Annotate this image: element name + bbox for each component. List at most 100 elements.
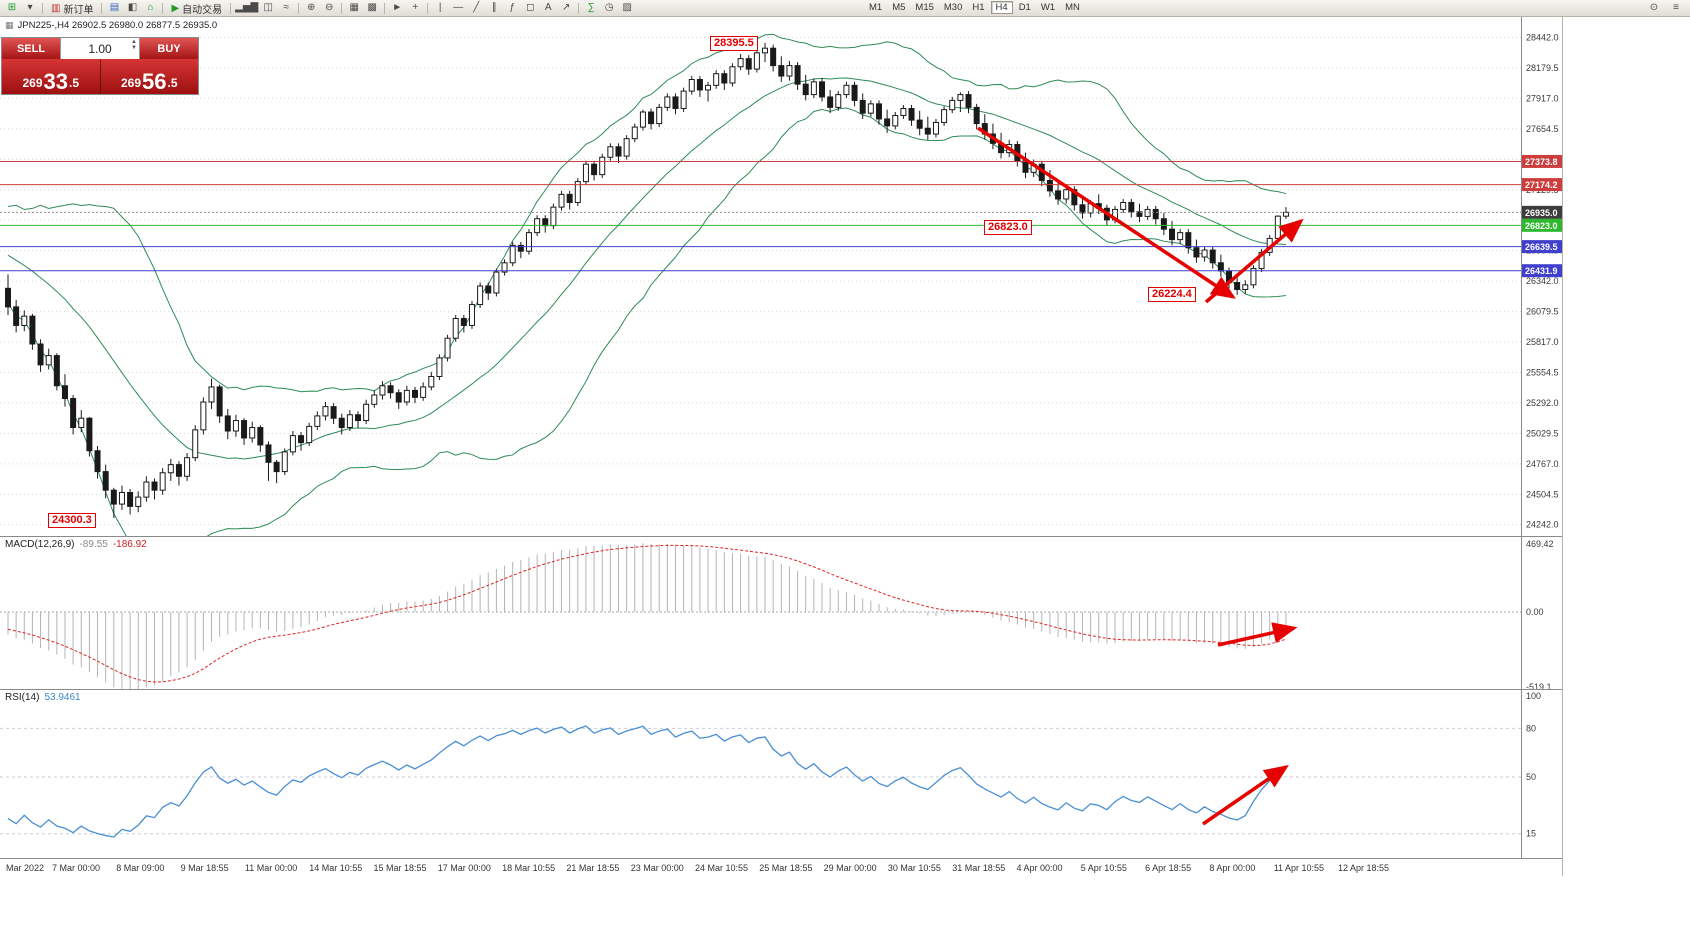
new-order-button[interactable]: ▥ 新订单 xyxy=(51,2,94,16)
line-chart-icon[interactable]: ≈ xyxy=(283,2,289,13)
data-window-icon[interactable]: ◧ xyxy=(127,2,138,13)
svg-text:469.42: 469.42 xyxy=(1526,539,1554,549)
fibonacci-icon[interactable]: ƒ xyxy=(509,2,516,13)
timeframe-mn[interactable]: MN xyxy=(1065,2,1080,13)
channel-icon[interactable]: ∥ xyxy=(491,2,497,13)
date-axis[interactable]: Mar 2022 7 Mar 00:00 8 Mar 09:00 9 Mar 18:5… xyxy=(0,858,1562,877)
date-label: 31 Mar 18:55 xyxy=(952,863,1006,873)
svg-text:25029.5: 25029.5 xyxy=(1526,428,1559,438)
market-watch-icon[interactable]: ▤ xyxy=(109,2,120,13)
cursor-icon[interactable]: ► xyxy=(392,2,403,13)
rsi-value: 53.9461 xyxy=(44,692,81,703)
timeframe-m30[interactable]: M30 xyxy=(943,2,963,13)
buy-button[interactable]: BUY xyxy=(140,38,198,59)
periods-icon[interactable]: ◷ xyxy=(604,2,614,13)
trend-arrow[interactable] xyxy=(1202,765,1289,826)
timeframe-d1[interactable]: D1 xyxy=(1018,2,1031,13)
macd-panel-canvas[interactable]: 469.42 0.00 -519.1 xyxy=(0,536,1562,690)
price-levels: 27373.8 27174.2 26935.0 26823.0 26639.5 26431… xyxy=(0,154,1562,278)
toolbar-separator xyxy=(341,2,343,14)
price-annotation[interactable]: 28395.5 xyxy=(710,36,758,51)
rsi-indicator-label: RSI(14) 53.9461 xyxy=(5,692,81,703)
bollinger-bands xyxy=(7,33,1287,536)
svg-text:27373.8: 27373.8 xyxy=(1525,157,1558,167)
macd-signal-line xyxy=(7,544,1287,683)
sell-price[interactable]: 269 33 .5 xyxy=(22,69,80,94)
date-label: 8 Apr 00:00 xyxy=(1209,863,1256,873)
shapes-icon[interactable]: ◻ xyxy=(526,2,535,13)
rsi-panel-canvas[interactable]: 100 80 50 15 xyxy=(0,689,1562,859)
buy-price[interactable]: 269 56 .5 xyxy=(99,59,199,94)
candles-chart-icon[interactable]: ◫ xyxy=(263,2,273,13)
navigator-icon[interactable]: ⌂ xyxy=(147,2,154,13)
timeframe-h1[interactable]: H1 xyxy=(972,2,985,13)
autotrading-button[interactable]: ▶ 自动交易 xyxy=(171,2,223,16)
sell-button[interactable]: SELL xyxy=(2,38,60,59)
zoom-out-icon[interactable]: ⊖ xyxy=(325,2,334,13)
trend-arrow[interactable] xyxy=(1204,218,1304,304)
date-label: 11 Apr 10:55 xyxy=(1273,863,1325,873)
toolbar-separator xyxy=(162,2,164,14)
timeframe-m1[interactable]: M1 xyxy=(869,2,883,13)
price-annotation[interactable]: 24300.3 xyxy=(48,513,96,528)
date-label: 18 Mar 10:55 xyxy=(502,863,556,873)
date-label: 24 Mar 10:55 xyxy=(695,863,749,873)
horizontal-line-icon[interactable]: — xyxy=(453,2,464,13)
timeframe-m5[interactable]: M5 xyxy=(892,2,906,13)
svg-text:27174.2: 27174.2 xyxy=(1525,180,1558,190)
one-click-trading-panel: SELL 1.00 ▲ ▼ BUY 269 33 .5 269 56 .5 xyxy=(1,37,199,95)
rsi-name: RSI(14) xyxy=(5,692,40,703)
arrow-tool-icon[interactable]: ↗ xyxy=(562,2,571,13)
toolbar-right-icons: ⊙ ≡ xyxy=(1645,1,1685,15)
timeframe-h4[interactable]: H4 xyxy=(990,1,1013,14)
timeframe-m15[interactable]: M15 xyxy=(915,2,934,13)
svg-text:26823.0: 26823.0 xyxy=(1525,221,1558,231)
trend-arrow[interactable] xyxy=(1217,622,1298,647)
macd-indicator-label: MACD(12,26,9) -89.55 -186.92 xyxy=(5,539,147,550)
date-label: 30 Mar 10:55 xyxy=(887,863,941,873)
date-label: 5 Apr 10:55 xyxy=(1080,863,1127,873)
trend-arrow[interactable] xyxy=(977,126,1236,299)
price-annotation[interactable]: 26823.0 xyxy=(984,220,1032,235)
svg-text:15: 15 xyxy=(1526,829,1536,839)
date-label: 23 Mar 00:00 xyxy=(630,863,684,873)
chart-list-dropdown-icon[interactable]: ▾ xyxy=(27,2,33,13)
bars-chart-icon[interactable]: ▂▅▇ xyxy=(235,2,259,13)
text-icon[interactable]: A xyxy=(544,2,552,13)
vertical-line-icon[interactable]: | xyxy=(438,2,442,13)
rsi-line xyxy=(7,725,1287,838)
spin-down-icon[interactable]: ▼ xyxy=(131,45,137,51)
date-label: 17 Mar 00:00 xyxy=(437,863,491,873)
tile-windows-icon[interactable]: ▦ xyxy=(349,2,359,13)
toolbar-separator xyxy=(427,2,429,14)
zoom-in-icon[interactable]: ⊕ xyxy=(307,2,316,13)
volume-spinner[interactable]: ▲ ▼ xyxy=(131,39,137,51)
svg-text:25817.0: 25817.0 xyxy=(1526,337,1559,347)
templates-icon[interactable]: ▨ xyxy=(622,2,632,13)
spin-up-icon[interactable]: ▲ xyxy=(131,39,137,45)
svg-text:27917.0: 27917.0 xyxy=(1526,93,1559,103)
timeframe-w1[interactable]: W1 xyxy=(1040,2,1056,13)
menu-icon[interactable]: ≡ xyxy=(1673,2,1679,13)
indicators-icon[interactable]: ∑ xyxy=(587,2,595,13)
volume-input[interactable]: 1.00 ▲ ▼ xyxy=(60,38,140,59)
svg-text:24767.0: 24767.0 xyxy=(1526,459,1559,469)
trendline-icon[interactable]: ╱ xyxy=(473,2,480,13)
toolbar-separator xyxy=(298,2,300,14)
svg-text:26431.9: 26431.9 xyxy=(1525,266,1558,276)
new-chart-icon[interactable]: ⊞ xyxy=(7,2,17,13)
date-label: 9 Mar 18:55 xyxy=(180,863,229,873)
svg-text:26079.5: 26079.5 xyxy=(1526,307,1559,317)
svg-text:28442.0: 28442.0 xyxy=(1526,33,1559,43)
date-label: 15 Mar 18:55 xyxy=(373,863,427,873)
date-label: 6 Apr 18:55 xyxy=(1145,863,1192,873)
auto-arrange-icon[interactable]: ▩ xyxy=(367,2,377,13)
svg-text:-519.1: -519.1 xyxy=(1526,682,1552,690)
search-icon[interactable]: ⊙ xyxy=(1649,2,1659,13)
price-scale[interactable]: 28442.028179.527917.027654.527392.027129… xyxy=(1526,33,1559,530)
crosshair-icon[interactable]: + xyxy=(412,2,419,13)
price-annotation[interactable]: 26224.4 xyxy=(1148,287,1196,302)
main-chart-canvas[interactable]: 28442.028179.527917.027654.527392.027129… xyxy=(0,17,1562,536)
toolbar-icon-group: ⊞ ▾ ▥ 新订单 ▤ ◧ ⌂ ▶ 自动交易 ▂▅▇ ◫ ≈ ⊕ ⊖ ▦ ▩ ► + | — ╱ ∥ ƒ ◻ A ↗ ∑ ◷ ▨ xyxy=(3,1,636,16)
macd-value: -89.55 xyxy=(79,539,108,550)
